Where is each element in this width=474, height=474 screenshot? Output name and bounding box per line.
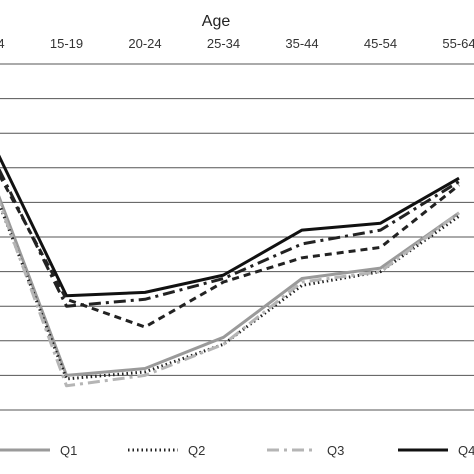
gridlines (0, 63, 474, 411)
series-lines (0, 154, 460, 388)
legend-label: Q1 (60, 443, 77, 458)
series-line (0, 199, 460, 388)
legend-label: Q3 (327, 443, 344, 458)
series-line (0, 173, 460, 329)
series-line (0, 195, 460, 377)
legend-label: Q2 (188, 443, 205, 458)
x-tick-label: 15-19 (50, 36, 83, 51)
series-line (0, 154, 460, 298)
x-tick-label: 55-64 (442, 36, 474, 51)
x-axis-tick-labels: 10-14 15-19 20-24 25-34 35-44 45-54 55-64 (0, 36, 474, 51)
series-line (0, 167, 460, 308)
x-tick-label: 10-14 (0, 36, 5, 51)
legend: Q1 Q2 Q3 Q4 (0, 443, 474, 458)
x-tick-label: 20-24 (128, 36, 161, 51)
x-tick-label: 45-54 (364, 36, 397, 51)
x-tick-label: 35-44 (285, 36, 318, 51)
legend-label: Q4 (458, 443, 474, 458)
x-tick-label: 25-34 (207, 36, 240, 51)
series-line (0, 201, 460, 381)
x-axis-title: Age (202, 13, 231, 30)
